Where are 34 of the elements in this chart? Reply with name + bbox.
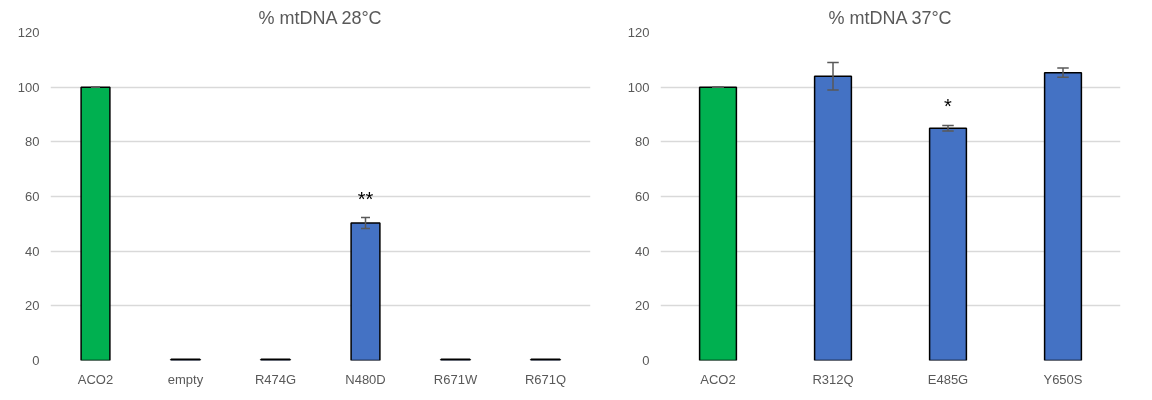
y-tick-label: 80 bbox=[25, 134, 40, 150]
annotation: * bbox=[944, 95, 953, 118]
bar bbox=[80, 86, 111, 361]
x-tick-label: N480D bbox=[345, 371, 386, 387]
x-tick-label: E485G bbox=[927, 371, 969, 387]
y-tick-label: 100 bbox=[17, 79, 40, 95]
x-tick-label: R312Q bbox=[812, 371, 854, 387]
annotation: ** bbox=[357, 187, 374, 210]
y-tick-label: 60 bbox=[635, 189, 650, 204]
y-tick-label: 120 bbox=[17, 25, 40, 40]
y-tick-label: 100 bbox=[627, 79, 650, 95]
bar bbox=[928, 127, 968, 361]
bar bbox=[813, 75, 853, 361]
y-tick-label: 40 bbox=[25, 243, 40, 259]
x-tick-label: empty bbox=[167, 371, 204, 387]
x-tick-label: R474G bbox=[254, 371, 297, 387]
bar bbox=[1043, 71, 1083, 361]
y-tick-label: 0 bbox=[642, 353, 650, 368]
x-tick-label: ACO2 bbox=[700, 371, 736, 387]
x-tick-label: R671W bbox=[433, 371, 478, 387]
bar bbox=[698, 86, 738, 361]
x-tick-label: ACO2 bbox=[77, 371, 114, 387]
y-tick-label: 40 bbox=[635, 243, 650, 259]
x-tick-label: Y650S bbox=[1043, 371, 1083, 387]
y-tick-label: 60 bbox=[25, 189, 40, 204]
y-tick-label: 20 bbox=[25, 298, 40, 314]
chart-title: % mtDNA 28°C bbox=[258, 7, 382, 28]
y-tick-label: 0 bbox=[32, 353, 40, 368]
y-tick-label: 80 bbox=[635, 134, 650, 150]
bar bbox=[350, 222, 381, 361]
x-tick-label: R671Q bbox=[524, 371, 567, 387]
y-tick-label: 120 bbox=[627, 25, 650, 40]
chart-title: % mtDNA 37°C bbox=[828, 7, 952, 28]
y-tick-label: 20 bbox=[635, 298, 650, 314]
